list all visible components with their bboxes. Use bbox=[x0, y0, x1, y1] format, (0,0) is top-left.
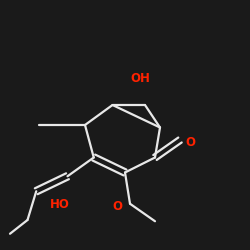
Text: OH: OH bbox=[130, 72, 150, 85]
Text: O: O bbox=[112, 200, 122, 213]
Text: O: O bbox=[186, 136, 196, 149]
Text: HO: HO bbox=[50, 198, 70, 211]
